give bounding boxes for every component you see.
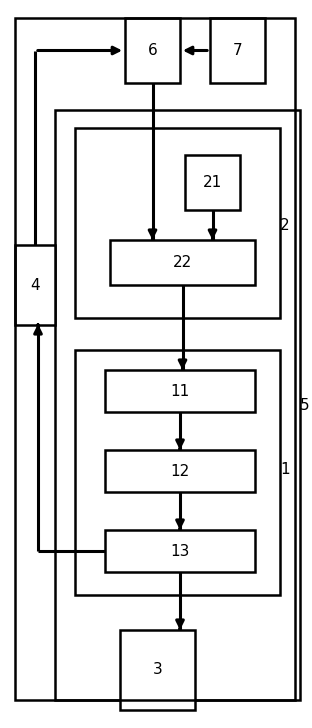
Bar	[75, 350, 280, 595]
Text: 6: 6	[148, 43, 157, 58]
Bar	[125, 18, 180, 83]
Bar	[55, 110, 300, 700]
Bar	[110, 240, 255, 285]
Text: 3: 3	[153, 662, 162, 678]
Bar	[75, 128, 280, 318]
Text: 7: 7	[233, 43, 242, 58]
Text: 1: 1	[280, 462, 290, 478]
Text: 21: 21	[203, 175, 222, 190]
Text: 13: 13	[170, 544, 190, 558]
Bar	[185, 155, 240, 210]
Bar	[120, 630, 195, 710]
Text: 5: 5	[300, 397, 310, 413]
Bar	[105, 370, 255, 412]
Text: 22: 22	[173, 255, 192, 270]
Text: 12: 12	[170, 464, 190, 478]
Text: 11: 11	[170, 384, 190, 398]
Bar	[210, 18, 265, 83]
Bar	[105, 450, 255, 492]
Text: 4: 4	[30, 277, 40, 293]
Bar	[15, 245, 55, 325]
Text: 2: 2	[280, 218, 290, 232]
Bar	[15, 18, 295, 700]
Bar	[105, 530, 255, 572]
